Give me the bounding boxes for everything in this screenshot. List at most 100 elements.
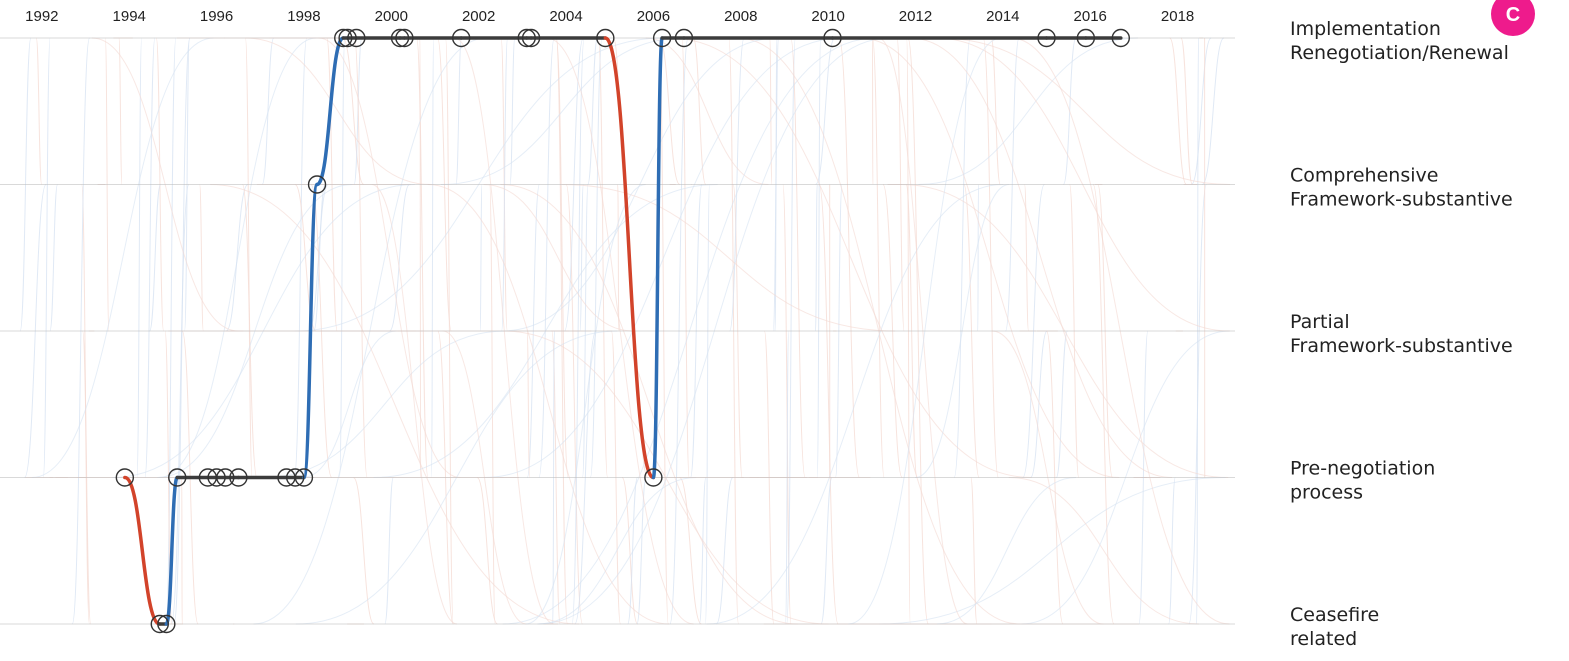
- background-process-arc: [918, 37, 1139, 185]
- background-process-line: [818, 184, 839, 625]
- background-process-line: [769, 37, 773, 185]
- agreement-marker[interactable]: [168, 468, 187, 487]
- background-process-line: [509, 37, 516, 185]
- background-process-line: [476, 477, 498, 625]
- stage-label-line: related: [1290, 628, 1357, 650]
- background-process-arc: [371, 184, 458, 625]
- background-process-line: [430, 37, 435, 478]
- background-process-arc: [31, 37, 214, 478]
- agreement-marker[interactable]: [644, 468, 663, 487]
- background-process-line: [1168, 477, 1176, 625]
- background-process-line: [815, 184, 818, 332]
- background-process-line: [589, 37, 603, 478]
- background-process-line: [838, 37, 860, 478]
- agreement-marker[interactable]: [390, 28, 410, 48]
- background-process-line: [489, 184, 496, 625]
- panel-badge: C: [1491, 0, 1535, 36]
- agreement-marker[interactable]: [596, 28, 615, 48]
- background-process-line: [681, 37, 690, 478]
- background-process-line: [698, 477, 707, 625]
- background-process-line: [384, 477, 394, 625]
- background-process-line: [1180, 37, 1193, 185]
- agreement-marker[interactable]: [1037, 28, 1056, 48]
- x-tick-label: 1992: [25, 8, 58, 25]
- agreement-marker[interactable]: [517, 28, 536, 48]
- agreement-marker[interactable]: [652, 28, 672, 48]
- background-process-line: [790, 37, 806, 478]
- panel-badge-label: C: [1506, 4, 1520, 26]
- agreement-marker[interactable]: [395, 28, 414, 48]
- agreement-marker[interactable]: [674, 28, 694, 48]
- background-process-arc: [878, 477, 1226, 625]
- progress-segment: [651, 36, 664, 480]
- background-process-line: [526, 330, 531, 478]
- background-process-arc: [441, 37, 684, 185]
- agreement-marker[interactable]: [1076, 28, 1096, 48]
- background-process-line: [692, 37, 707, 185]
- background-process-line: [144, 37, 156, 478]
- stage-labels: Implementation Renegotiation/Renewal Compr…: [1290, 18, 1513, 650]
- background-process-line: [953, 37, 971, 478]
- background-process-line: [621, 477, 639, 625]
- x-tick-label: 1994: [113, 8, 146, 25]
- stage-label-line: Comprehensive: [1290, 165, 1438, 187]
- agreement-marker[interactable]: [157, 614, 176, 634]
- background-process-line: [342, 37, 365, 185]
- background-process-line: [339, 37, 346, 478]
- background-process-line: [636, 477, 647, 625]
- background-process-line: [389, 184, 410, 332]
- agreement-marker[interactable]: [823, 28, 842, 48]
- stage-label-line: Implementation: [1290, 18, 1441, 40]
- background-process-line: [617, 184, 620, 332]
- agreement-marker[interactable]: [216, 468, 235, 487]
- background-process-line: [479, 184, 483, 332]
- x-tick-label: 2008: [724, 8, 757, 25]
- background-process-line: [990, 37, 1001, 185]
- background-process-arc: [1008, 477, 1199, 625]
- agreement-marker[interactable]: [307, 175, 327, 194]
- background-process-arc: [318, 37, 461, 478]
- stage-label-line: Pre-negotiation: [1290, 458, 1435, 480]
- background-process-line: [555, 37, 569, 478]
- background-process-line: [579, 184, 584, 332]
- progress-segment: [315, 36, 345, 187]
- background-process-line: [982, 37, 999, 478]
- agreement-marker[interactable]: [334, 28, 353, 48]
- agreement-marker[interactable]: [1111, 28, 1130, 48]
- agreement-marker[interactable]: [347, 28, 366, 48]
- stage-label-line: process: [1290, 482, 1363, 504]
- stage-label-line: Framework-substantive: [1290, 189, 1513, 211]
- stage-label-line: Partial: [1290, 311, 1350, 333]
- agreement-marker[interactable]: [294, 468, 314, 487]
- background-process-line: [970, 477, 978, 625]
- background-process-line: [293, 37, 308, 478]
- stage-label: Partial Framework-substantive: [1290, 311, 1513, 357]
- x-tick-label: 2014: [986, 8, 1019, 25]
- background-process-line: [416, 37, 429, 478]
- agreement-marker[interactable]: [115, 468, 135, 487]
- stage-label: Comprehensive Framework-substantive: [1290, 165, 1513, 211]
- agreement-marker[interactable]: [521, 28, 541, 48]
- stage-label-line: Framework-substantive: [1290, 335, 1513, 357]
- panel-badge-circle: [1491, 0, 1535, 36]
- agreement-marker[interactable]: [285, 468, 305, 487]
- background-process-arc: [909, 37, 1173, 478]
- background-process-line: [42, 37, 51, 478]
- agreement-marker[interactable]: [150, 614, 169, 634]
- agreement-marker[interactable]: [338, 28, 357, 48]
- background-process-arc: [706, 184, 1004, 625]
- background-process-line: [225, 184, 249, 332]
- background-process-line: [1024, 184, 1029, 332]
- background-process-line: [170, 184, 190, 625]
- background-process-arc: [483, 184, 633, 332]
- background-process-arc: [427, 184, 670, 625]
- agreement-marker[interactable]: [229, 468, 248, 487]
- background-process-arc: [484, 37, 843, 478]
- agreement-markers: [115, 28, 1130, 634]
- agreement-marker[interactable]: [207, 468, 226, 487]
- agreement-marker[interactable]: [451, 28, 471, 48]
- background-process-line: [1030, 330, 1048, 478]
- background-process-line: [820, 477, 833, 625]
- background-process-line: [419, 37, 422, 478]
- background-process-line: [587, 37, 598, 185]
